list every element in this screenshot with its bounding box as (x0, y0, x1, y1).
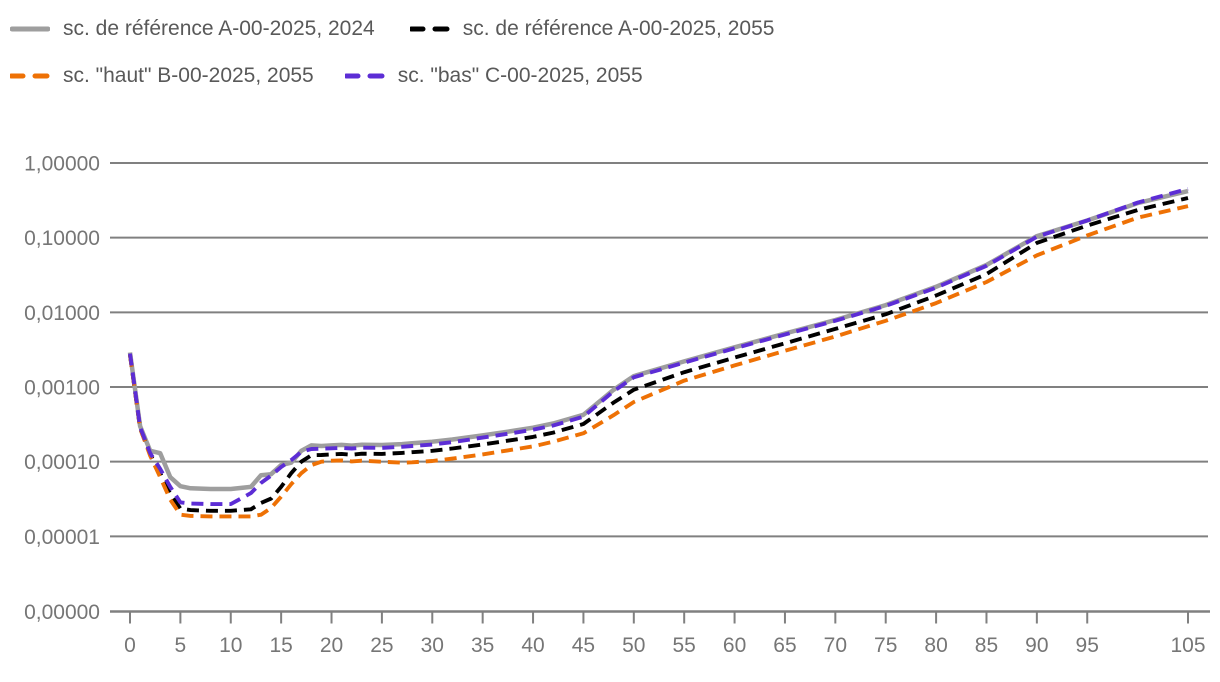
x-tick-label: 90 (1025, 634, 1048, 657)
y-tick-label: 1,00000 (24, 153, 100, 176)
x-tick-label: 25 (370, 634, 393, 657)
x-tick-label: 55 (673, 634, 696, 657)
x-tick-label: 65 (773, 634, 796, 657)
y-tick-label: 0,00000 (24, 601, 100, 624)
chart-legend: sc. de référence A-00-2025, 2024 sc. de … (10, 14, 774, 91)
x-tick-label: 85 (975, 634, 998, 657)
x-tick-label: 95 (1076, 634, 1099, 657)
x-tick-label: 40 (521, 634, 544, 657)
legend-label-haut-2055: sc. "haut" B-00-2025, 2055 (63, 64, 314, 87)
y-tick-label: 0,01000 (24, 302, 100, 325)
x-tick-label: 5 (175, 634, 187, 657)
x-tick-label: 0 (124, 634, 136, 657)
legend-item-reference-2024: sc. de référence A-00-2025, 2024 (10, 17, 375, 41)
legend-label-bas-2055: sc. "bas" C-00-2025, 2055 (397, 64, 643, 87)
legend-item-haut-2055: sc. "haut" B-00-2025, 2055 (10, 64, 314, 88)
legend-label-reference-2055: sc. de référence A-00-2025, 2055 (462, 17, 775, 40)
x-tick-label: 20 (320, 634, 343, 657)
x-tick-label: 15 (269, 634, 292, 657)
x-tick-label: 50 (622, 634, 645, 657)
x-tick-label: 35 (471, 634, 494, 657)
legend-label-reference-2024: sc. de référence A-00-2025, 2024 (63, 17, 375, 40)
dashed-line-swatch-icon (344, 73, 385, 79)
y-tick-label: 0,00001 (24, 526, 100, 549)
y-tick-label: 0,00100 (24, 377, 100, 400)
series-line-1 (128, 196, 1189, 513)
series-line-0 (127, 188, 1189, 492)
x-tick-label: 80 (924, 634, 947, 657)
x-tick-label: 105 (1170, 634, 1205, 657)
y-tick-label: 0,10000 (24, 227, 100, 250)
y-tick-label: 0,00010 (24, 451, 100, 474)
dashed-line-swatch-icon (10, 73, 50, 79)
x-tick-label: 10 (219, 634, 242, 657)
x-tick-label: 75 (874, 634, 897, 657)
legend-row-1: sc. de référence A-00-2025, 2024 sc. de … (10, 14, 774, 44)
legend-item-reference-2055: sc. de référence A-00-2025, 2055 (409, 17, 775, 41)
x-tick-label: 60 (723, 634, 746, 657)
dashed-line-swatch-icon (409, 26, 450, 32)
legend-item-bas-2055: sc. "bas" C-00-2025, 2055 (344, 64, 643, 88)
x-tick-label: 70 (824, 634, 847, 657)
x-tick-label: 30 (421, 634, 444, 657)
series-line-3 (128, 187, 1189, 507)
x-tick-label: 45 (572, 634, 595, 657)
legend-row-2: sc. "haut" B-00-2025, 2055 sc. "bas" C-0… (10, 61, 774, 91)
series-line-2 (128, 204, 1189, 519)
solid-line-swatch-icon (10, 26, 50, 32)
